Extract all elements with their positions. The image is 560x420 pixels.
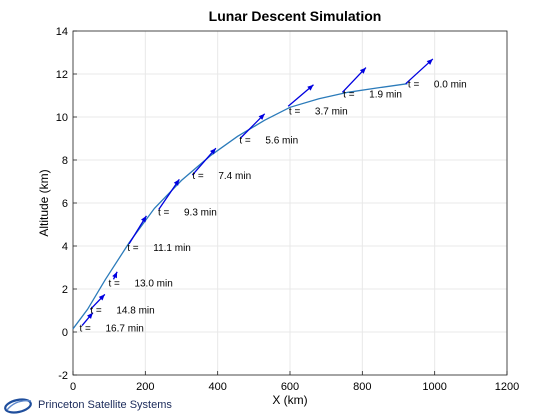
velocity-arrow-head xyxy=(98,294,105,301)
time-label-prefix: t = xyxy=(289,107,301,118)
time-label-value: 16.7 min xyxy=(106,324,144,335)
x-tick-label: 1200 xyxy=(495,381,519,393)
velocity-arrow-head xyxy=(307,84,314,91)
time-annotations: t = 0.0 min t = 1.9 min t = 3.7 min t = 5.6 min… xyxy=(80,80,467,335)
time-label-value: 5.6 min xyxy=(265,136,298,147)
time-label-prefix: t = xyxy=(192,171,204,182)
time-label-value: 13.0 min xyxy=(134,279,172,290)
velocity-arrow xyxy=(191,147,217,176)
time-label-prefix: t = xyxy=(108,279,120,290)
y-axis-label: Altitude (km) xyxy=(37,169,51,236)
y-tick-label: 12 xyxy=(56,69,68,81)
trajectory-line xyxy=(72,83,408,330)
velocity-arrow xyxy=(239,113,266,139)
velocity-arrow xyxy=(81,312,94,326)
velocity-arrow xyxy=(112,271,118,280)
velocity-arrow xyxy=(89,293,106,310)
time-label-prefix: t = xyxy=(239,136,251,147)
time-label-value: 14.8 min xyxy=(116,305,154,316)
y-tick-label: 14 xyxy=(56,26,68,38)
velocity-arrow-head xyxy=(426,58,433,65)
velocity-arrow-shaft xyxy=(158,178,180,210)
x-axis-label: X (km) xyxy=(272,393,307,407)
satellite-logo-icon xyxy=(4,398,32,414)
x-tick-label: 1000 xyxy=(422,381,446,393)
time-label-prefix: t = xyxy=(408,80,420,91)
y-tick-label: 6 xyxy=(62,198,68,210)
time-label-value: 3.7 min xyxy=(315,107,348,118)
x-tick-label: 400 xyxy=(208,381,226,393)
trajectory-series xyxy=(72,83,408,330)
x-tick-label: 0 xyxy=(70,381,76,393)
y-tick-label: -2 xyxy=(58,370,68,382)
y-tick-label: 0 xyxy=(62,327,68,339)
y-tick-label: 8 xyxy=(62,155,68,167)
time-label-prefix: t = xyxy=(90,305,102,316)
time-label-value: 11.1 min xyxy=(153,243,191,254)
grid-lines xyxy=(72,30,508,376)
velocity-arrows xyxy=(81,58,434,326)
time-label-prefix: t = xyxy=(158,208,170,219)
time-label-prefix: t = xyxy=(343,89,355,100)
velocity-arrow-head xyxy=(210,148,216,155)
velocity-arrow xyxy=(405,58,434,85)
time-label-value: 9.3 min xyxy=(184,208,217,219)
chart-title: Lunar Descent Simulation xyxy=(209,8,382,24)
y-tick-label: 10 xyxy=(56,112,68,124)
velocity-arrow-head xyxy=(87,312,93,319)
velocity-arrow-head xyxy=(173,179,180,186)
velocity-arrow xyxy=(128,215,147,245)
x-tick-label: 800 xyxy=(353,381,371,393)
velocity-arrow xyxy=(158,178,180,210)
x-tick-label: 600 xyxy=(281,381,299,393)
brand-name: Princeton Satellite Systems xyxy=(38,399,172,411)
x-tick-label: 200 xyxy=(136,381,154,393)
velocity-arrow xyxy=(287,84,314,107)
time-label-value: 7.4 min xyxy=(218,171,251,182)
y-tick-label: 2 xyxy=(62,284,68,296)
time-label-value: 1.9 min xyxy=(369,89,402,100)
time-label-prefix: t = xyxy=(80,324,92,335)
velocity-arrow-head xyxy=(258,113,265,120)
velocity-arrow-head xyxy=(359,67,366,74)
velocity-arrow xyxy=(341,67,367,93)
time-label-prefix: t = xyxy=(127,243,139,254)
time-label-value: 0.0 min xyxy=(434,80,467,91)
y-tick-label: 4 xyxy=(62,241,68,253)
brand-footer: Princeton Satellite Systems xyxy=(4,395,172,415)
velocity-arrow-head xyxy=(112,271,118,279)
velocity-arrow-shaft xyxy=(405,58,434,85)
velocity-arrow-head xyxy=(141,215,147,223)
